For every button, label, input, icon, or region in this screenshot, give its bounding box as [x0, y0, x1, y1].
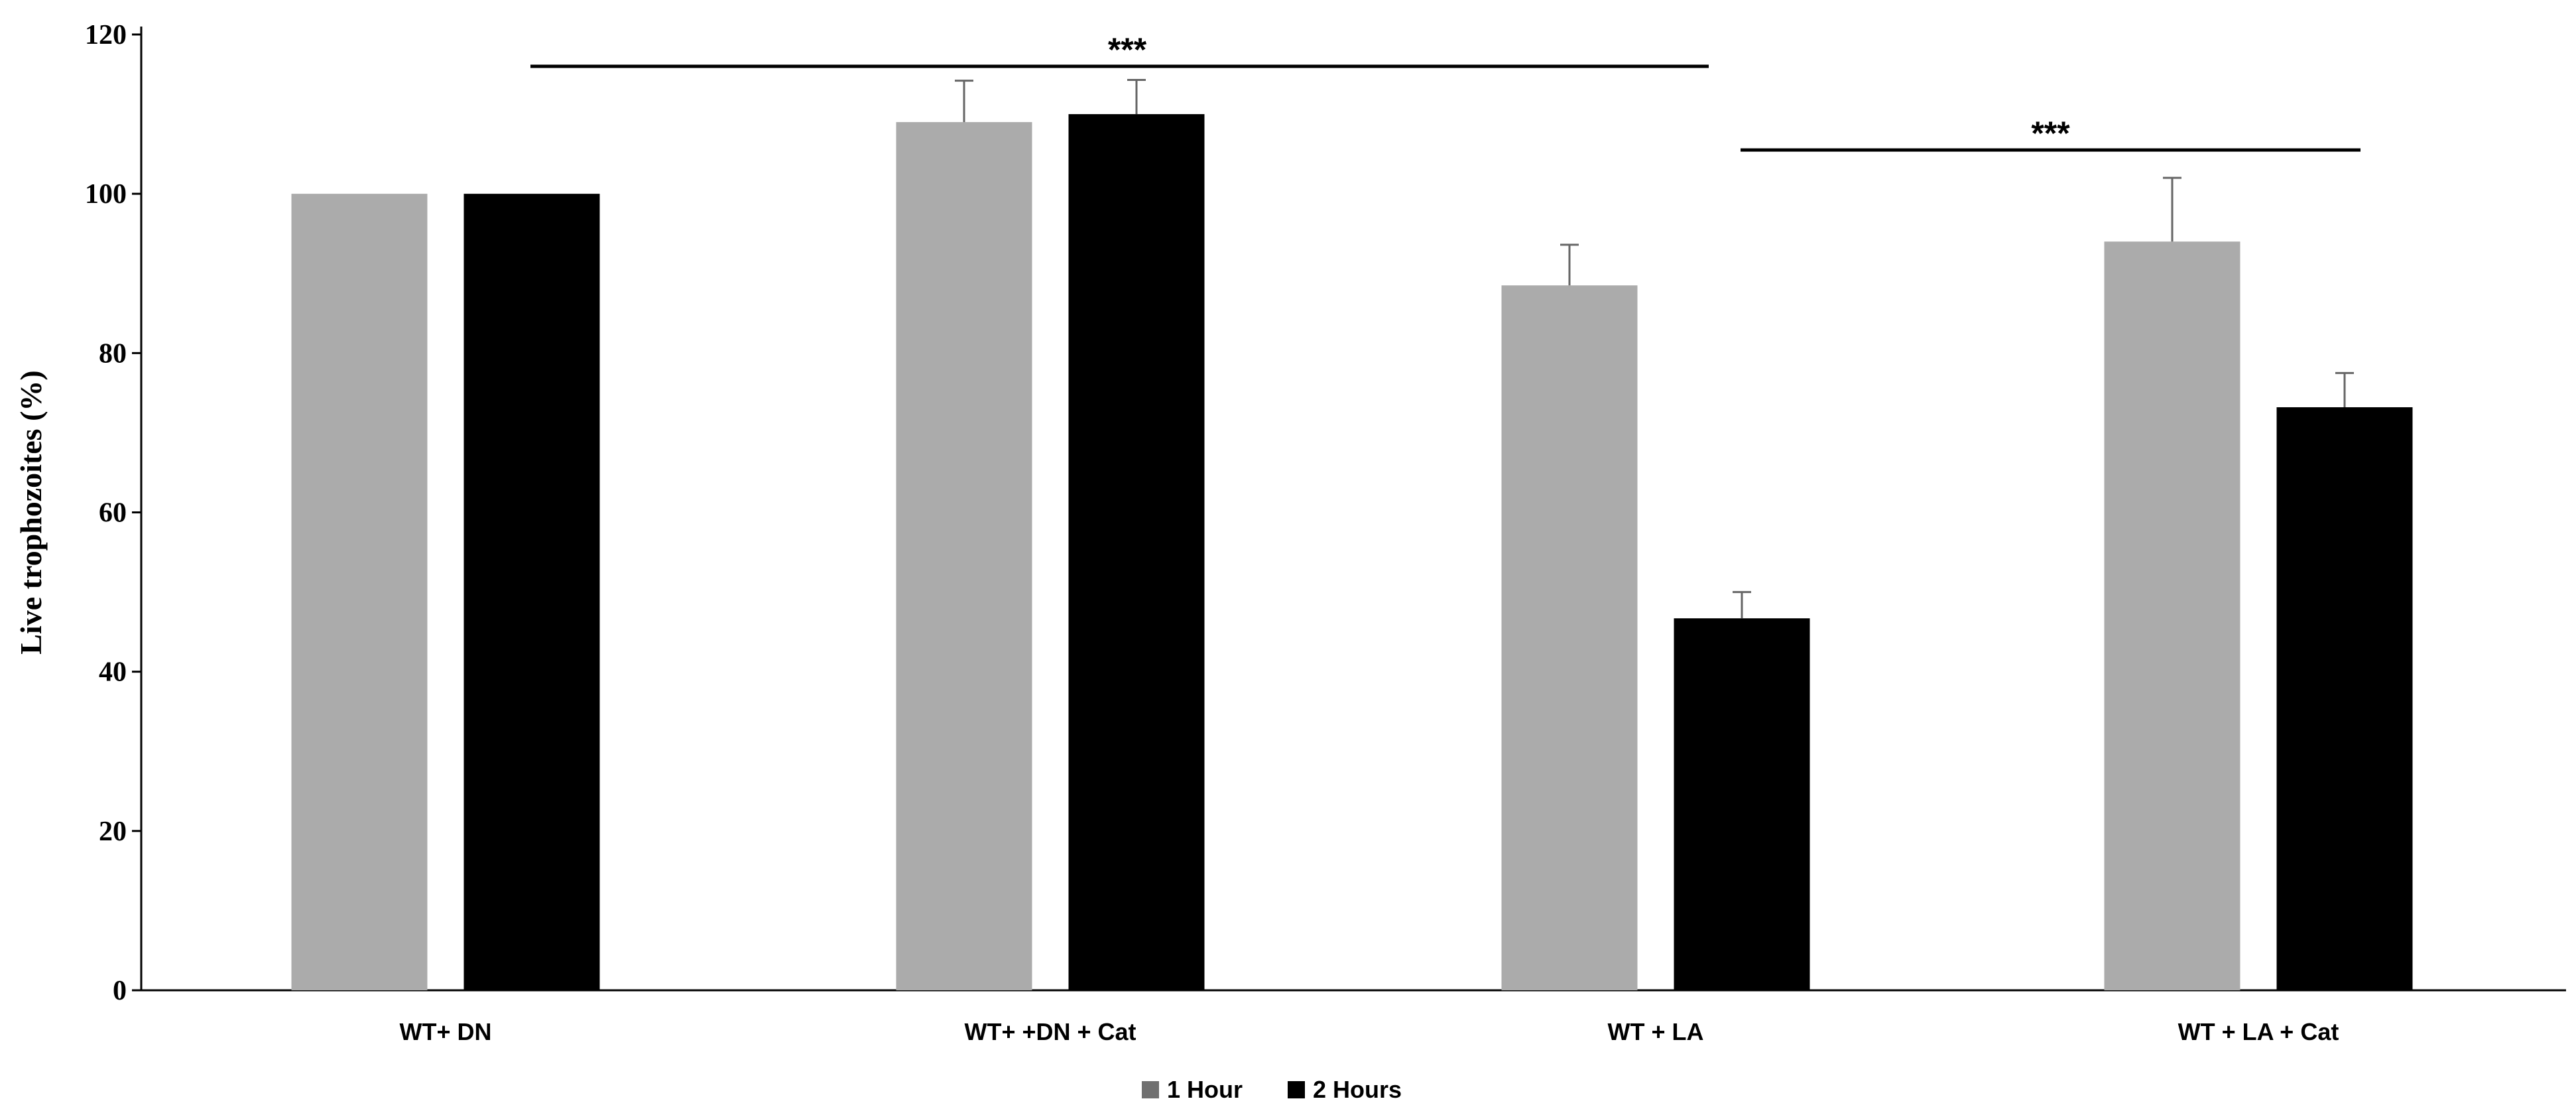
y-axis-title: Live trophozoites (%) — [14, 370, 48, 654]
error-bars — [955, 78, 2354, 619]
y-tick-label: 40 — [99, 657, 127, 688]
legend-swatch-1-hour — [1142, 1081, 1159, 1098]
y-tick-label: 20 — [99, 816, 127, 847]
legend-label: 2 Hours — [1313, 1076, 1402, 1103]
x-category-label: WT + LA + Cat — [2178, 1018, 2339, 1045]
significance-label: *** — [2031, 115, 2070, 152]
bar-2-hours-3 — [2276, 407, 2413, 990]
bar-2-hours-0 — [463, 194, 600, 991]
y-tick-label: 60 — [99, 498, 127, 529]
y-tick-label: 0 — [113, 976, 127, 1006]
significance-label: *** — [1108, 31, 1147, 68]
labels: 0 20 40 60 80 100 120 Live trophozoites (%) WT+ … — [14, 20, 2339, 1045]
bar-1-hour-2 — [1501, 285, 1638, 991]
bar-1-hour-0 — [291, 194, 428, 991]
x-category-label: WT + LA — [1608, 1018, 1704, 1045]
bar-2-hours-2 — [1674, 618, 1810, 990]
significance-annotations: *** *** — [530, 31, 2361, 152]
legend: 1 Hour 2 Hours — [1142, 1076, 1402, 1103]
bar-1-hour-1 — [896, 122, 1032, 990]
y-tick-label: 120 — [85, 20, 127, 50]
y-tick-label: 80 — [99, 338, 127, 369]
legend-label: 1 Hour — [1167, 1076, 1243, 1103]
bar-1-hour-3 — [2104, 241, 2240, 990]
x-category-label: WT+ DN — [400, 1018, 492, 1045]
x-category-label: WT+ +DN + Cat — [964, 1018, 1136, 1045]
y-tick-label: 100 — [85, 179, 127, 210]
bar-2-hours-1 — [1068, 114, 1205, 990]
legend-swatch-2-hours — [1288, 1081, 1305, 1098]
bars — [291, 114, 2413, 991]
